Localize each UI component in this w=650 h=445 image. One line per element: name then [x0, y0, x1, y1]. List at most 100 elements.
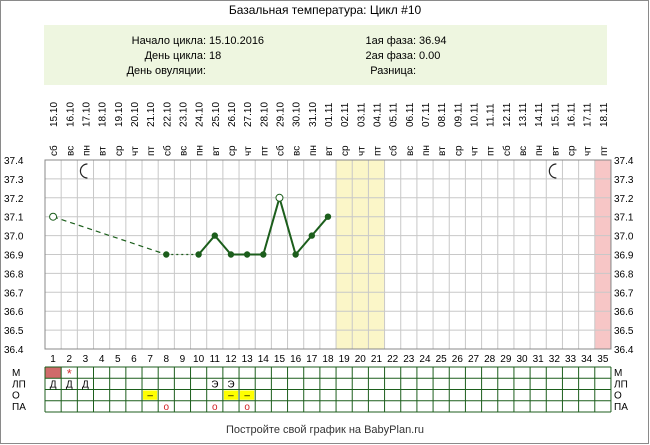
menstruation-cell	[45, 367, 62, 379]
date-label: 13.11	[518, 102, 529, 127]
temperature-point	[308, 232, 316, 239]
date-label: 03.11	[356, 102, 367, 127]
temperature-point	[227, 251, 235, 258]
temperature-point	[243, 251, 251, 258]
y-tick-label-left: 36.7	[4, 288, 24, 299]
date-label: 07.11	[421, 102, 432, 127]
day-number-label: 33	[565, 354, 577, 365]
day-number-label: 1	[50, 354, 56, 365]
weekday-label: вт	[437, 146, 448, 156]
test-mark: –	[147, 391, 153, 402]
row-label-right: М	[614, 368, 622, 379]
weekday-label: пт	[599, 146, 610, 156]
cycle-info-panel: Начало цикла: 15.10.2016 День цикла: 18 …	[44, 25, 607, 85]
weekday-label: пн	[421, 145, 432, 156]
y-tick-label-left: 36.8	[4, 269, 24, 280]
temperature-line-solid	[197, 194, 329, 257]
weekday-label: пт	[372, 146, 383, 156]
phase1-label: 1ая фаза:	[365, 35, 416, 47]
y-tick-label-left: 37.4	[4, 156, 24, 167]
date-label: 28.10	[259, 102, 270, 127]
day-number-label: 21	[371, 354, 383, 365]
date-label: 16.11	[567, 102, 578, 127]
day-number-label: 23	[403, 354, 415, 365]
mucus-mark: Д	[82, 379, 89, 390]
y-tick-label-right: 37.2	[614, 194, 634, 205]
day-number-label: 16	[290, 354, 302, 365]
day-number-label: 10	[193, 354, 205, 365]
test-cell	[240, 390, 255, 400]
phase2-value: 0.00	[419, 50, 441, 62]
date-label: 02.11	[340, 102, 351, 127]
mucus-mark: Д	[66, 379, 73, 390]
y-tick-label-left: 37.2	[4, 194, 24, 205]
day-number-label: 24	[419, 354, 431, 365]
day-number-label: 6	[131, 354, 137, 365]
date-label: 04.11	[372, 102, 383, 127]
weekday-label: вс	[292, 146, 303, 156]
weekday-label: ср	[340, 145, 351, 156]
row-label-right: ПА	[614, 402, 628, 413]
date-label: 26.10	[227, 102, 238, 127]
weekday-label: вт	[211, 146, 222, 156]
weekday-label: вс	[65, 146, 76, 156]
crescent-moon-icon	[79, 163, 88, 179]
intercourse-mark: o	[163, 402, 169, 413]
intercourse-mark: o	[212, 402, 218, 413]
temperature-point	[211, 232, 218, 239]
date-label: 23.10	[178, 102, 189, 127]
y-tick-label-right: 36.8	[614, 269, 634, 280]
intercourse-mark: o	[244, 402, 250, 413]
date-label: 15.10	[49, 102, 60, 127]
day-number-label: 30	[516, 354, 528, 365]
y-tick-label-right: 36.4	[614, 345, 634, 356]
date-label: 29.10	[275, 102, 286, 127]
date-label: 05.11	[389, 102, 400, 127]
day-number-label: 11	[210, 354, 221, 365]
cycle-day-label: День цикла:	[144, 50, 206, 62]
footer-link[interactable]: Постройте свой график на BabyPlan.ru	[225, 424, 425, 436]
date-label: 10.11	[470, 102, 481, 127]
day-number-label: 17	[306, 354, 318, 365]
chart-title: Базальная температура: Цикл #10	[228, 3, 422, 17]
weekday-label: вс	[178, 146, 189, 156]
weekday-label: пт	[259, 146, 270, 156]
weekday-label: ср	[114, 145, 125, 156]
weekday-label: чт	[470, 146, 481, 156]
temperature-point-excluded	[275, 193, 284, 202]
weekday-label: чт	[130, 146, 141, 156]
crescent-moon-icon	[548, 163, 557, 179]
day-number-label: 31	[533, 354, 545, 365]
phase2-label: 2ая фаза:	[365, 50, 416, 62]
day-number-label: 20	[355, 354, 367, 365]
day-number-label: 35	[597, 354, 609, 365]
weekday-label: сб	[388, 145, 400, 156]
y-tick-label-left: 37.3	[4, 175, 24, 186]
y-tick-label-right: 37.1	[614, 213, 634, 224]
row-label-left: М	[12, 368, 20, 379]
row-label-left: ПА	[12, 402, 26, 413]
day-number-label: 14	[258, 354, 270, 365]
day-number-label: 13	[242, 354, 254, 365]
weekday-label: сб	[48, 145, 60, 156]
test-mark: –	[244, 391, 250, 402]
day-number-label: 34	[581, 354, 593, 365]
day-number-label: 5	[115, 354, 121, 365]
date-label: 30.10	[292, 102, 303, 127]
y-tick-label-left: 36.6	[4, 307, 24, 318]
weekday-label: чт	[583, 146, 594, 156]
date-label: 16.10	[65, 102, 76, 127]
phase1-value: 36.94	[419, 35, 447, 47]
weekday-label: пн	[81, 145, 92, 156]
mucus-mark: Д	[50, 379, 57, 390]
date-label: 31.10	[308, 102, 319, 127]
day-number-label: 28	[484, 354, 496, 365]
weekday-label: ср	[567, 145, 578, 156]
y-tick-label-right: 36.6	[614, 307, 634, 318]
temperature-point	[163, 251, 170, 258]
temperature-point-excluded	[49, 212, 58, 221]
date-label: 18.11	[599, 102, 610, 127]
weekday-label: вс	[405, 146, 416, 156]
mucus-mark: Э	[211, 379, 218, 390]
